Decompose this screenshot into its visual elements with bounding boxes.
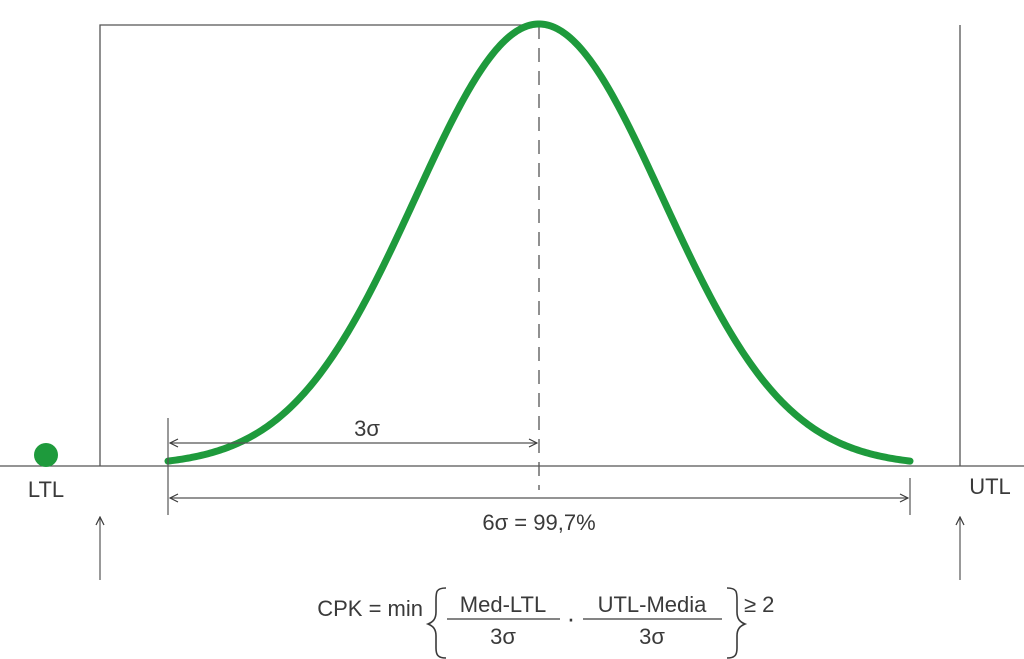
formula-rhs: ≥ 2	[744, 592, 774, 617]
formula-left-brace	[425, 587, 447, 659]
formula-frac1-numerator: Med-LTL	[460, 592, 546, 617]
ltl-marker-dot	[34, 443, 58, 467]
formula-right-brace	[726, 587, 748, 659]
formula-frac2-denominator: 3σ	[639, 624, 665, 649]
six-sigma-label: 6σ = 99,7%	[482, 510, 595, 535]
three-sigma-label: 3σ	[354, 416, 380, 441]
formula-lhs: CPK = min	[317, 596, 423, 621]
cpk-formula: CPK = min Med-LTL 3σ · UTL-Media 3σ ≥ 2	[317, 587, 774, 659]
ltl-label: LTL	[28, 477, 64, 502]
formula-separator: ·	[567, 603, 576, 633]
formula-frac1-denominator: 3σ	[490, 624, 516, 649]
utl-label: UTL	[969, 474, 1011, 499]
formula-frac2-numerator: UTL-Media	[598, 592, 708, 617]
ltl-limit-line	[99, 24, 540, 466]
bell-curve	[164, 20, 914, 465]
